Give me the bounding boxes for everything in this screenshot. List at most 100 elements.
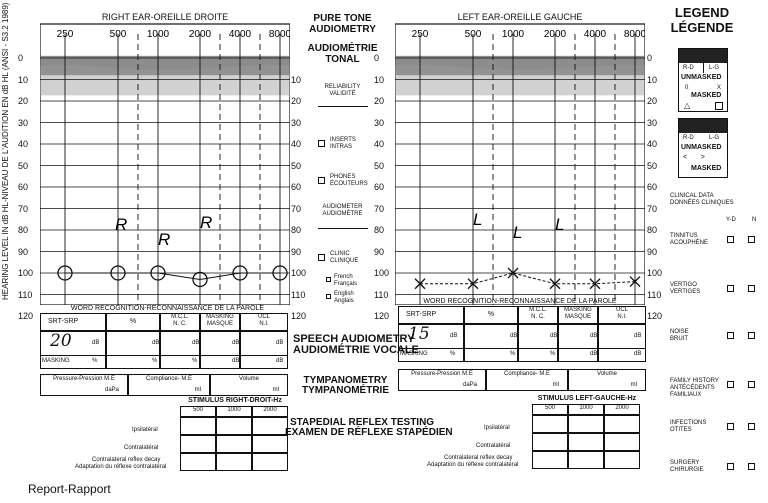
clinical-no-checkbox[interactable] (748, 236, 755, 243)
left-tymp-cell[interactable]: Volume ml (568, 369, 646, 391)
db-tick-label: 70 (647, 203, 658, 214)
right-speech-value-cell[interactable] (106, 331, 160, 369)
right-reflex-value-cell[interactable] (216, 435, 252, 453)
legend-o: 0 (685, 85, 689, 91)
right-speech-value-cell[interactable] (40, 331, 106, 369)
clinical-no-checkbox[interactable] (748, 463, 755, 470)
right-speech-value-cell[interactable] (160, 331, 200, 369)
db-tick-label: 110 (291, 289, 306, 300)
left-tymp-cell[interactable]: Compliance- M.E ml (486, 369, 568, 391)
left-speech-value-cell[interactable] (464, 324, 518, 362)
left-reflex-value-cell[interactable] (532, 415, 568, 433)
left-tympanometry: Pressure-Pression M.E daPa Compliance- M.E… (398, 369, 646, 391)
right-srt-label: SRT-SRP (48, 318, 79, 325)
left-reflex-value-cell[interactable] (604, 415, 640, 433)
right-speech-value-cell[interactable] (200, 331, 240, 369)
right-tymp-cell[interactable]: Volume ml (210, 374, 288, 396)
db-tick-label: 80 (18, 225, 29, 235)
right-reflex-value-cell[interactable] (252, 453, 288, 471)
clinical-yes-checkbox[interactable] (727, 236, 734, 243)
left-reflex-value-cell[interactable] (604, 433, 640, 451)
left-speech-header-cell[interactable] (464, 306, 518, 324)
right-stapedial-reflex: STIMULUS RIGHT-DROIT-Hz 500 1000 2000 Ipsila… (75, 397, 290, 477)
left-ear-audiogram: LEFT EAR-OREILLE GAUCHE 250 500 1000 2000 40… (395, 10, 645, 305)
left-speech-value-cell[interactable] (558, 324, 598, 362)
left-speech-value-cell[interactable] (518, 324, 558, 362)
right-reflex-value-cell[interactable] (216, 417, 252, 435)
right-speech-header-cell[interactable] (106, 313, 160, 331)
left-speech-header-cell[interactable] (518, 306, 558, 324)
left-reflex-value-cell[interactable] (604, 451, 640, 469)
right-masking-header: MASKING (206, 314, 234, 320)
right-reflex-value-cell[interactable] (180, 417, 216, 435)
right-tymp-cell[interactable]: Pressure-Pression M.E daPa (40, 374, 128, 396)
left-speech-header-cell[interactable] (398, 306, 464, 324)
right-reflex-value-cell[interactable] (180, 435, 216, 453)
clinic-label: CLINIC (330, 251, 350, 257)
left-reflex-freq-cell (604, 404, 640, 415)
french-checkbox[interactable] (326, 277, 331, 282)
inserts-checkbox[interactable] (318, 140, 325, 147)
db-tick-label: 60 (18, 182, 29, 192)
right-freq-tick-label: 500 (110, 29, 127, 40)
clinical-yes-checkbox[interactable] (727, 332, 734, 339)
clinical-no-checkbox[interactable] (748, 423, 755, 430)
clinical-yes-checkbox[interactable] (727, 381, 734, 388)
right-db-unit: dB (276, 340, 284, 346)
left-tymp-unit: daPa (462, 382, 477, 388)
left-tymp-cell[interactable]: Pressure-Pression M.E daPa (398, 369, 486, 391)
left-stapedial-reflex: STIMULUS LEFT-GAUCHE-Hz 500 1000 2000 Ipsila… (420, 395, 645, 475)
phones-checkbox[interactable] (318, 177, 325, 184)
square-icon (715, 102, 723, 110)
clinical-no-checkbox[interactable] (748, 332, 755, 339)
left-reflex-value-cell[interactable] (568, 451, 604, 469)
db-tick-label: 60 (647, 182, 658, 192)
right-reflex-value-cell[interactable] (252, 435, 288, 453)
clinical-no-checkbox[interactable] (748, 381, 755, 388)
clinical-yes-checkbox[interactable] (727, 423, 734, 430)
right-reflex-value-cell[interactable] (180, 453, 216, 471)
left-pct-label: % (487, 311, 495, 318)
left-speech-value-cell[interactable] (398, 324, 464, 362)
right-speech-header-cell[interactable] (240, 313, 288, 331)
right-db-unit: dB (192, 340, 200, 346)
right-reflex-freq-label: 1000 (227, 407, 241, 413)
db-tick-label: 20 (18, 96, 29, 106)
left-reflex-value-cell[interactable] (568, 415, 604, 433)
db-tick-label: 110 (647, 289, 662, 300)
left-speech-header-cell[interactable] (558, 306, 598, 324)
right-tymp-unit: ml (272, 387, 279, 393)
right-reflex-value-cell[interactable] (216, 453, 252, 471)
right-ear-grid-svg: 250 500 1000 2000 4000 8000 R R R (40, 23, 290, 305)
clinical-yes-checkbox[interactable] (727, 285, 734, 292)
right-speech-header-cell[interactable] (200, 313, 240, 331)
inserts-label-2: INTRAS (330, 144, 353, 150)
clinical-item-label: CHIRURGIE (670, 467, 704, 473)
right-speech-value-cell[interactable] (240, 331, 288, 369)
right-reflex-value-cell[interactable] (252, 417, 288, 435)
clinical-item-label: NOISE (670, 329, 689, 335)
left-speech-value-cell[interactable] (598, 324, 646, 362)
clinic-label-2: CLINIQUE (330, 258, 359, 264)
left-reflex-value-cell[interactable] (532, 433, 568, 451)
right-threshold-point (57, 265, 73, 281)
right-speech-header-cell[interactable] (160, 313, 200, 331)
left-reflex-value-cell[interactable] (568, 433, 604, 451)
english-checkbox[interactable] (326, 294, 331, 299)
legend-box-1-header (679, 49, 727, 63)
clinical-yes-checkbox[interactable] (727, 463, 734, 470)
clinic-checkbox[interactable] (318, 254, 325, 261)
left-reflex-value-cell[interactable] (532, 451, 568, 469)
right-tymp-cell[interactable]: Compliance- M.E ml (128, 374, 210, 396)
left-speech-header-cell[interactable] (598, 306, 646, 324)
clinical-item-label: OTITES (670, 427, 692, 433)
left-speech-table: SRT-SRP% M.C.L. N. C. MASKING MASQUE UCL N.I. 1… (398, 306, 646, 362)
right-tympanometry: Pressure-Pression M.E daPa Compliance- M.E… (40, 374, 288, 396)
right-speech-header-cell[interactable] (40, 313, 106, 331)
db-tick-label: 10 (291, 74, 302, 85)
audiometer-label: AUDIOMETER (322, 204, 363, 210)
reliability-line (318, 106, 368, 107)
clinical-no-checkbox[interactable] (748, 285, 755, 292)
right-masking-row-label: MASKING (42, 358, 70, 364)
n-label: N (752, 217, 757, 223)
